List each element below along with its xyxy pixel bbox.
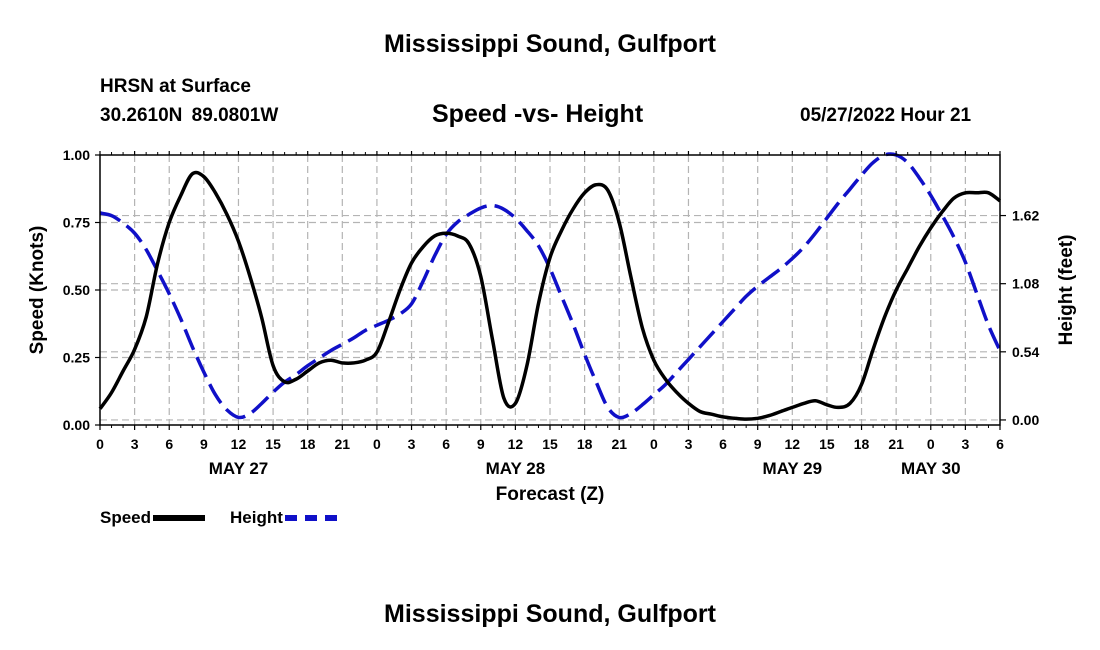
y2-tick-label: 0.00 bbox=[1012, 412, 1039, 428]
x-tick-label: 18 bbox=[300, 436, 316, 452]
coordinates-label: 30.2610N 89.0801W bbox=[100, 105, 279, 126]
x-tick-label: 9 bbox=[477, 436, 485, 452]
main-title: Mississippi Sound, Gulfport bbox=[384, 30, 716, 58]
x-tick-label: 3 bbox=[685, 436, 693, 452]
date-label: MAY 30 bbox=[901, 459, 961, 478]
date-label: MAY 27 bbox=[209, 459, 269, 478]
series-layer bbox=[98, 152, 1002, 421]
legend-speed: Speed bbox=[100, 508, 206, 528]
y2-axis-label: Height (feet) bbox=[1056, 235, 1077, 346]
x-tick-label: 18 bbox=[577, 436, 593, 452]
tick-labels: 0 3 6 9 12 15 18 21 0 3 6 9 12 15 18 21 0 3 6 9 12 15 18 21 0 3 6 M… bbox=[63, 147, 1040, 478]
legend-speed-swatch bbox=[153, 515, 206, 521]
y-tick-label: 0.25 bbox=[63, 350, 90, 366]
x-tick-label: 3 bbox=[131, 436, 139, 452]
y2-tick-label: 1.08 bbox=[1012, 276, 1039, 292]
x-tick-label: 6 bbox=[719, 436, 727, 452]
forecast-datetime: 05/27/2022 Hour 21 bbox=[800, 105, 972, 126]
x-axis-label: Forecast (Z) bbox=[496, 484, 605, 505]
date-label: MAY 28 bbox=[486, 459, 546, 478]
date-label: MAY 29 bbox=[763, 459, 823, 478]
ticks bbox=[95, 151, 1006, 430]
legend-height: Height bbox=[230, 508, 337, 528]
x-tick-label: 21 bbox=[335, 436, 351, 452]
x-tick-label: 15 bbox=[542, 436, 558, 452]
y-tick-label: 0.75 bbox=[63, 215, 90, 231]
x-tick-label: 6 bbox=[165, 436, 173, 452]
legend-height-swatch bbox=[284, 515, 337, 521]
chart-title: Speed -vs- Height bbox=[432, 100, 644, 128]
x-tick-label: 0 bbox=[927, 436, 935, 452]
y-tick-label: 0.00 bbox=[63, 417, 90, 433]
x-tick-label: 15 bbox=[819, 436, 835, 452]
series-line-speed bbox=[98, 170, 1002, 421]
y-tick-label: 1.00 bbox=[63, 147, 90, 163]
x-tick-label: 0 bbox=[96, 436, 104, 452]
x-tick-label: 12 bbox=[785, 436, 801, 452]
y2-tick-label: 0.54 bbox=[1012, 344, 1039, 360]
station-label: HRSN at Surface bbox=[100, 76, 251, 97]
footer-title: Mississippi Sound, Gulfport bbox=[384, 600, 716, 628]
y2-tick-label: 1.62 bbox=[1012, 208, 1039, 224]
x-tick-label: 3 bbox=[961, 436, 969, 452]
series-line-height bbox=[99, 152, 1002, 420]
x-tick-label: 0 bbox=[650, 436, 658, 452]
x-tick-label: 18 bbox=[854, 436, 870, 452]
y-axis-label: Speed (Knots) bbox=[27, 226, 48, 355]
legend-height-label: Height bbox=[230, 508, 283, 527]
x-tick-label: 9 bbox=[200, 436, 208, 452]
x-tick-label: 9 bbox=[754, 436, 762, 452]
x-tick-label: 21 bbox=[888, 436, 904, 452]
legend-speed-label: Speed bbox=[100, 508, 152, 527]
x-tick-label: 12 bbox=[508, 436, 524, 452]
x-tick-label: 6 bbox=[442, 436, 450, 452]
x-tick-label: 21 bbox=[611, 436, 627, 452]
x-tick-label: 0 bbox=[373, 436, 381, 452]
grid bbox=[100, 155, 1000, 425]
x-tick-label: 12 bbox=[231, 436, 247, 452]
x-tick-label: 15 bbox=[265, 436, 281, 452]
y-tick-label: 0.50 bbox=[63, 282, 90, 298]
x-tick-label: 3 bbox=[408, 436, 416, 452]
x-tick-label: 6 bbox=[996, 436, 1004, 452]
